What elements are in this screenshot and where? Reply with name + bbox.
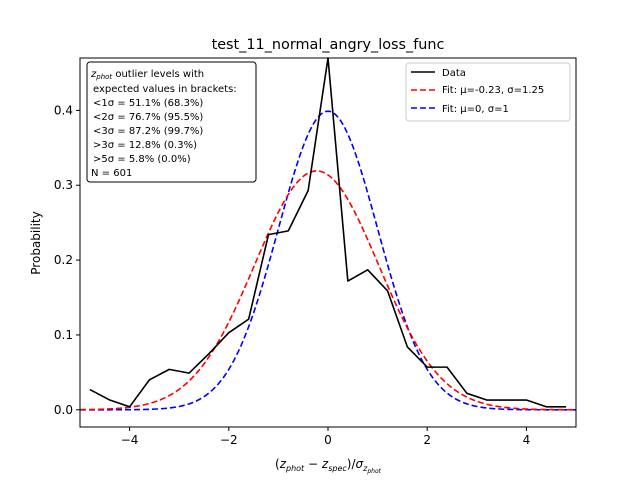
y-tick-label: 0.4 <box>54 103 73 117</box>
x-tick-label: 4 <box>523 433 531 447</box>
x-axis: −4 −2 0 2 4 <box>121 427 530 447</box>
fit-line-blue <box>80 110 576 411</box>
y-tick-label: 0.1 <box>54 328 73 342</box>
stats-line-3: <1σ = 51.1% (68.3%) <box>93 98 203 109</box>
stats-line-6: >3σ = 12.8% (0.3%) <box>93 140 197 151</box>
stats-line-4: <2σ = 76.7% (95.5%) <box>93 112 203 123</box>
stats-line-7: >5σ = 5.8% (0.0%) <box>93 154 191 165</box>
chart-title: test_11_normal_angry_loss_func <box>212 37 445 53</box>
stats-line-8: N = 601 <box>91 168 132 179</box>
y-tick-label: 0.0 <box>54 403 73 417</box>
legend-label-fit-red: Fit: μ=-0.23, σ=1.25 <box>442 85 544 96</box>
y-axis-label: Probability <box>29 211 43 274</box>
stats-line-1: zphot outlier levels with <box>90 69 204 81</box>
legend-label-data: Data <box>442 68 466 79</box>
x-tick-label: −2 <box>220 433 238 447</box>
y-tick-label: 0.3 <box>54 178 73 192</box>
x-tick-label: 2 <box>423 433 431 447</box>
stats-box <box>86 61 257 183</box>
x-tick-label: −4 <box>121 433 139 447</box>
y-axis: 0.0 0.1 0.2 0.3 0.4 <box>54 103 80 417</box>
legend: Data Fit: μ=-0.23, σ=1.25 Fit: μ=0, σ=1 <box>405 62 571 122</box>
stats-annotation: zphot outlier levels with expected value… <box>86 61 257 183</box>
x-tick-label: 0 <box>324 433 332 447</box>
legend-box <box>405 62 571 122</box>
stats-line-2: expected values in brackets: <box>93 84 237 95</box>
legend-label-fit-blue: Fit: μ=0, σ=1 <box>442 104 509 115</box>
stats-line-5: <3σ = 87.2% (99.7%) <box>93 126 203 137</box>
y-tick-label: 0.2 <box>54 253 73 267</box>
fit-line-red <box>79 170 577 411</box>
